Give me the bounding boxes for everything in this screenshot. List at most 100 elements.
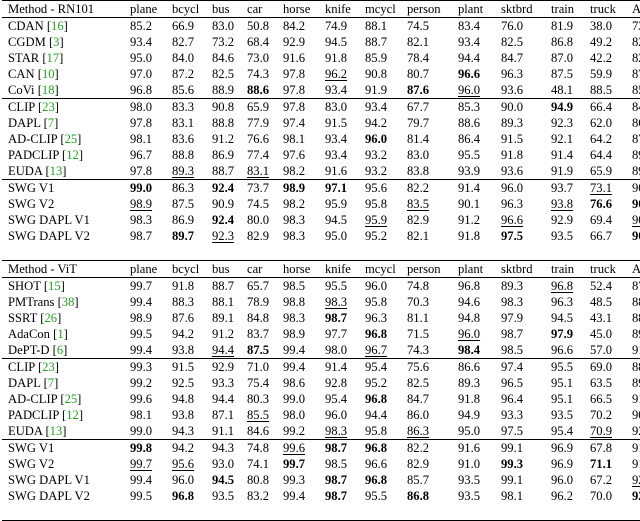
table-row: CDAN [16] 85.2 66.9 83.0 50.8 84.2 74.9 88.1 74.… — [2, 17, 640, 34]
value: 83.7 — [247, 327, 270, 341]
column-header-avg: Avg — [630, 0, 640, 18]
citation-link[interactable]: 7 — [47, 116, 55, 130]
method-name: CLIP — [8, 360, 35, 374]
value: 99.0 — [130, 424, 153, 438]
value-cell: 91.8 — [323, 50, 363, 66]
citation-link[interactable]: 26 — [44, 311, 58, 325]
table-row: STAR [17] 95.0 84.0 84.6 73.0 91.6 91.8 85.9 78.… — [2, 50, 640, 66]
value: 75.6 — [407, 360, 430, 374]
value-cell: 91.9 — [363, 82, 405, 99]
table-row: PMTrans [38] 99.4 88.3 88.1 78.9 98.8 98.3 95.8… — [2, 294, 640, 310]
value: 82.1 — [407, 35, 430, 49]
citation-link[interactable]: 38 — [61, 295, 75, 309]
method-name: SWG V2 — [8, 197, 55, 211]
value-cell: 93.8 — [170, 407, 210, 423]
method-cell: AD-CLIP [25] — [8, 392, 82, 406]
method-name: DAPL — [8, 376, 41, 390]
value-cell: 83.0 — [405, 147, 456, 163]
value-cell: 80.8 — [245, 472, 281, 488]
value: 90.0 — [501, 100, 524, 114]
value-cell: 81.1 — [405, 310, 456, 326]
value: 67.8 — [590, 441, 613, 455]
citation-link[interactable]: 13 — [49, 164, 63, 178]
citation-link[interactable]: 17 — [46, 51, 60, 65]
citation-link[interactable]: 6 — [56, 343, 64, 357]
citation-link[interactable]: 18 — [41, 83, 55, 97]
value: 83.1 — [247, 164, 270, 178]
citation-link[interactable]: 25 — [64, 132, 78, 146]
citation-link[interactable]: 15 — [48, 279, 61, 293]
column-header-plane: plane — [128, 260, 170, 278]
value: 92.1 — [551, 132, 574, 146]
value-cell: 96.8 — [128, 82, 170, 99]
value-cell: 91.8 — [170, 277, 210, 294]
citation-link[interactable]: 25 — [64, 392, 78, 406]
value: 91.6 — [632, 343, 640, 357]
value: 98.2 — [283, 164, 306, 178]
value: 99.0 — [283, 392, 306, 406]
value: 87.0 — [551, 51, 574, 65]
value: 84.6 — [247, 424, 270, 438]
value: 96.9 — [551, 457, 574, 471]
citation-link[interactable]: 23 — [42, 360, 55, 374]
value-cell: 90.8 — [210, 98, 245, 115]
method-cell: PMTrans [38] — [8, 295, 79, 309]
citation-link[interactable]: 23 — [42, 100, 55, 114]
value-cell: 74.1 — [245, 456, 281, 472]
value: 97.5 — [501, 229, 524, 243]
value: 81.9 — [551, 19, 574, 33]
value-cell: 83.4 — [456, 17, 499, 34]
citation-link[interactable]: 3 — [53, 35, 60, 49]
value-cell: 97.7 — [323, 326, 363, 342]
value-cell: 82.5 — [210, 66, 245, 82]
citation-link[interactable]: 16 — [51, 19, 64, 33]
value-cell: 87.6 — [405, 82, 456, 99]
method-cell: CLIP [23] — [2, 98, 128, 115]
value-cell: 89.7 — [630, 163, 640, 180]
citation-link[interactable]: 7 — [47, 376, 55, 390]
value-cell: 98.1 — [128, 131, 170, 147]
citation-link[interactable]: 1 — [57, 327, 64, 341]
value-cell: 96.3 — [499, 66, 549, 82]
header-row: Method - RN101 plane bcycl bus car horse knife… — [2, 0, 640, 18]
value-cell: 89.3 — [170, 163, 210, 180]
citation-link[interactable]: 12 — [66, 148, 79, 162]
method-cell: PADCLIP [12] — [8, 408, 84, 422]
value: 88.6 — [632, 360, 640, 374]
value-cell: 71.0 — [245, 358, 281, 375]
method-cell: SWG V1 — [2, 439, 128, 456]
value: 99.1 — [501, 441, 524, 455]
value: 97.4 — [283, 116, 306, 130]
value: 85.6 — [172, 83, 195, 97]
column-header-plant: plant — [456, 0, 499, 18]
value-cell: 98.9 — [281, 179, 323, 196]
value: 98.1 — [130, 408, 153, 422]
value-cell: 96.7 — [363, 342, 405, 359]
value: 97.8 — [283, 83, 306, 97]
citation-link[interactable]: 12 — [66, 408, 79, 422]
table-row: CGDM [3] 93.4 82.7 73.2 68.4 92.9 94.5 88.7 82.1… — [2, 34, 640, 50]
method-name: SWG V1 — [8, 441, 55, 455]
value-cell: 85.5 — [630, 82, 640, 99]
value: 97.9 — [501, 311, 524, 325]
value: 94.3 — [172, 424, 195, 438]
value-cell: 70.9 — [588, 423, 630, 440]
value-cell: 45.0 — [588, 326, 630, 342]
citation-link[interactable]: 10 — [41, 67, 55, 81]
value: 71.0 — [247, 360, 270, 374]
value: 92.5 — [172, 376, 195, 390]
value-cell: 99.4 — [128, 294, 170, 310]
value-cell: 99.2 — [128, 375, 170, 391]
value: 96.6 — [458, 67, 481, 81]
value: 74.9 — [325, 19, 348, 33]
value: 98.5 — [501, 343, 524, 357]
value-cell: 90.2 — [630, 196, 640, 212]
value-cell: 73.2 — [210, 34, 245, 50]
value: 98.1 — [283, 132, 306, 146]
value: 92.0 — [632, 473, 640, 487]
value: 88.1 — [212, 295, 235, 309]
citation-link[interactable]: 13 — [49, 424, 63, 438]
value-cell: 86.4 — [456, 131, 499, 147]
value: 98.7 — [325, 441, 348, 455]
value: 91.6 — [283, 51, 306, 65]
